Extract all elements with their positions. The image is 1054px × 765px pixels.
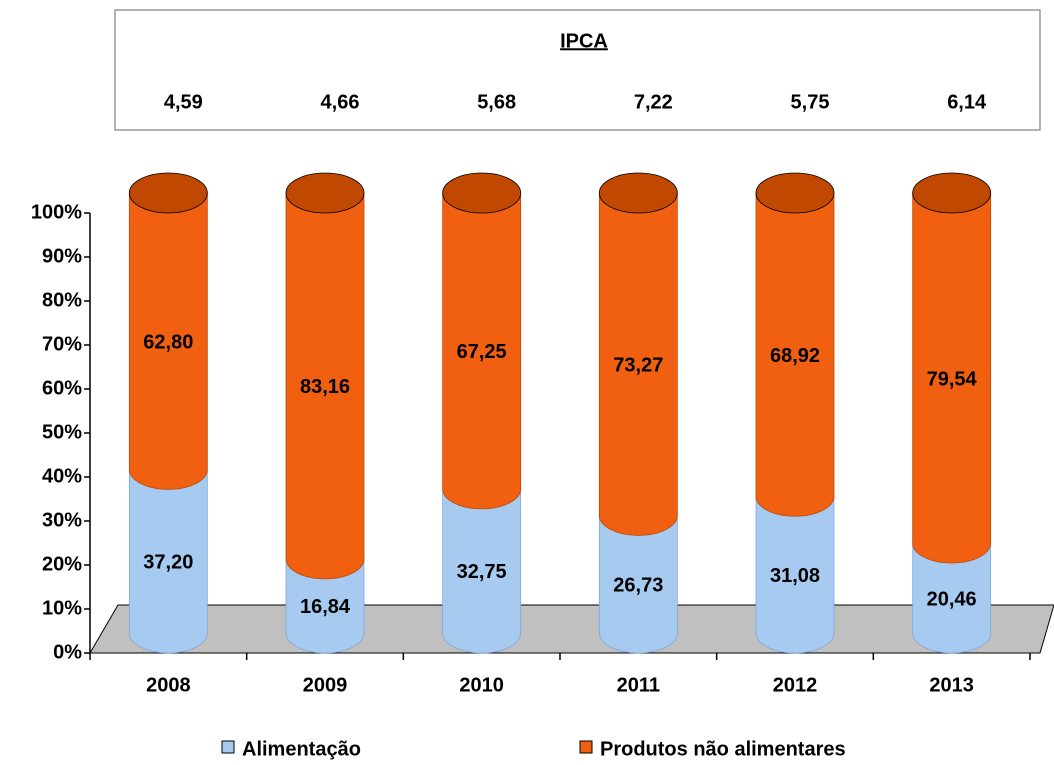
y-tick-label: 60% (42, 377, 82, 399)
x-tick-label: 2009 (303, 674, 348, 696)
cylinder-segment (598, 514, 678, 654)
legend-label: Alimentação (242, 738, 361, 760)
cylinder-segment (128, 192, 208, 490)
data-label: 37,20 (143, 551, 193, 573)
cylinder-segment (442, 192, 522, 510)
cylinder-top (598, 172, 678, 214)
ipca-title: IPCA (560, 30, 608, 52)
y-tick-label: 0% (53, 641, 82, 663)
ipca-value: 5,75 (791, 91, 830, 113)
y-tick-label: 20% (42, 553, 82, 575)
cylinder-segment (912, 192, 992, 564)
legend-label: Produtos não alimentares (600, 738, 846, 760)
data-label: 26,73 (613, 574, 663, 596)
data-label: 62,80 (143, 331, 193, 353)
data-label: 31,08 (770, 565, 820, 587)
ipca-value: 5,68 (477, 91, 516, 113)
y-tick-label: 90% (42, 245, 82, 267)
ipca-value: 4,59 (164, 91, 203, 113)
data-label: 68,92 (770, 345, 820, 367)
x-tick-label: 2013 (929, 674, 974, 696)
cylinder-top (285, 172, 365, 214)
data-label: 32,75 (457, 561, 507, 583)
cylinder-top (442, 172, 522, 214)
x-tick-label: 2010 (459, 674, 504, 696)
cylinder-segment (755, 192, 835, 517)
ipca-value: 4,66 (321, 91, 360, 113)
cylinder-top (912, 172, 992, 214)
x-tick-label: 2011 (617, 674, 660, 696)
cylinder-segment (285, 192, 365, 580)
cylinder-segment (755, 495, 835, 654)
cylinder-segment (442, 488, 522, 654)
y-tick-label: 30% (42, 509, 82, 531)
ipca-box (114, 9, 1041, 131)
data-label: 20,46 (927, 588, 977, 610)
cylinder-segment (285, 558, 365, 654)
legend-swatch (579, 740, 593, 754)
data-label: 16,84 (300, 596, 351, 618)
data-label: 73,27 (613, 354, 663, 376)
cylinder-top (755, 172, 835, 214)
ipca-value: 6,14 (947, 91, 987, 113)
y-tick-label: 100% (31, 201, 82, 223)
data-label: 67,25 (457, 341, 507, 363)
y-tick-label: 40% (42, 465, 82, 487)
floor (89, 604, 1054, 654)
cylinder-segment (128, 468, 208, 654)
cylinder-top (128, 172, 208, 214)
legend-swatch (221, 740, 235, 754)
y-tick-label: 10% (42, 597, 82, 619)
ipca-value: 7,22 (634, 91, 673, 113)
data-label: 83,16 (300, 376, 350, 398)
data-label: 79,54 (927, 368, 978, 390)
x-tick-label: 2008 (146, 674, 191, 696)
cylinder-segment (598, 192, 678, 536)
x-tick-label: 2012 (773, 674, 818, 696)
y-tick-label: 50% (42, 421, 82, 443)
y-tick-label: 70% (42, 333, 82, 355)
cylinder-segment (912, 542, 992, 654)
y-tick-label: 80% (42, 289, 82, 311)
